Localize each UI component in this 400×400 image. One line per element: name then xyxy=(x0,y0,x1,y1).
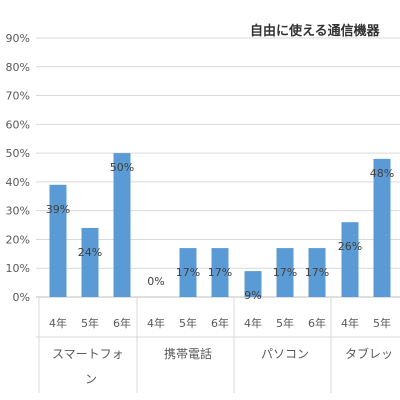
bar xyxy=(244,271,262,297)
data-label: 17% xyxy=(305,266,329,279)
y-tick-label: 0% xyxy=(13,291,30,304)
bar xyxy=(113,153,131,297)
y-tick-label: 80% xyxy=(6,61,30,74)
y-tick-label: 20% xyxy=(6,233,30,246)
bar xyxy=(276,248,294,297)
bar xyxy=(81,227,99,297)
bar xyxy=(373,158,391,297)
x-tick-label: 5年 xyxy=(276,316,294,330)
group-label: ン xyxy=(85,372,97,386)
x-tick-label: 4年 xyxy=(244,316,262,330)
bar xyxy=(211,248,229,297)
x-tick-label: 4年 xyxy=(147,316,165,330)
y-tick-label: 90% xyxy=(6,32,30,45)
group-label: タブレッ xyxy=(345,346,393,361)
data-label: 17% xyxy=(176,266,200,279)
x-tick-label: 6年 xyxy=(211,316,229,330)
group-label: 携帯電話 xyxy=(164,346,212,361)
bar xyxy=(341,222,359,297)
y-tick-label: 10% xyxy=(6,262,30,275)
y-tick-label: 60% xyxy=(6,118,30,131)
bar xyxy=(308,248,326,297)
data-label: 50% xyxy=(110,161,134,174)
x-tick-label: 5年 xyxy=(179,316,197,330)
data-label: 17% xyxy=(208,266,232,279)
x-tick-label: 5年 xyxy=(81,316,99,330)
data-label: 26% xyxy=(338,240,362,253)
data-label: 24% xyxy=(78,246,102,259)
group-label: スマートフォ xyxy=(52,347,124,361)
x-tick-label: 5年 xyxy=(373,316,391,330)
y-tick-label: 40% xyxy=(6,176,30,189)
y-tick-label: 30% xyxy=(6,205,30,218)
data-label: 39% xyxy=(46,203,70,216)
data-label: 48% xyxy=(370,167,394,180)
data-label: 9% xyxy=(244,289,261,302)
y-tick-label: 70% xyxy=(6,90,30,103)
x-tick-label: 4年 xyxy=(49,316,67,330)
x-tick-label: 4年 xyxy=(341,316,359,330)
data-label: 0% xyxy=(147,275,164,288)
group-label: パソコン xyxy=(261,347,309,361)
bar xyxy=(49,184,67,297)
x-tick-label: 6年 xyxy=(113,316,131,330)
bar xyxy=(179,248,197,297)
x-tick-label: 6年 xyxy=(308,316,326,330)
data-label: 17% xyxy=(273,266,297,279)
y-tick-label: 50% xyxy=(6,147,30,160)
chart-title: 自由に使える通信機器 xyxy=(250,24,380,39)
